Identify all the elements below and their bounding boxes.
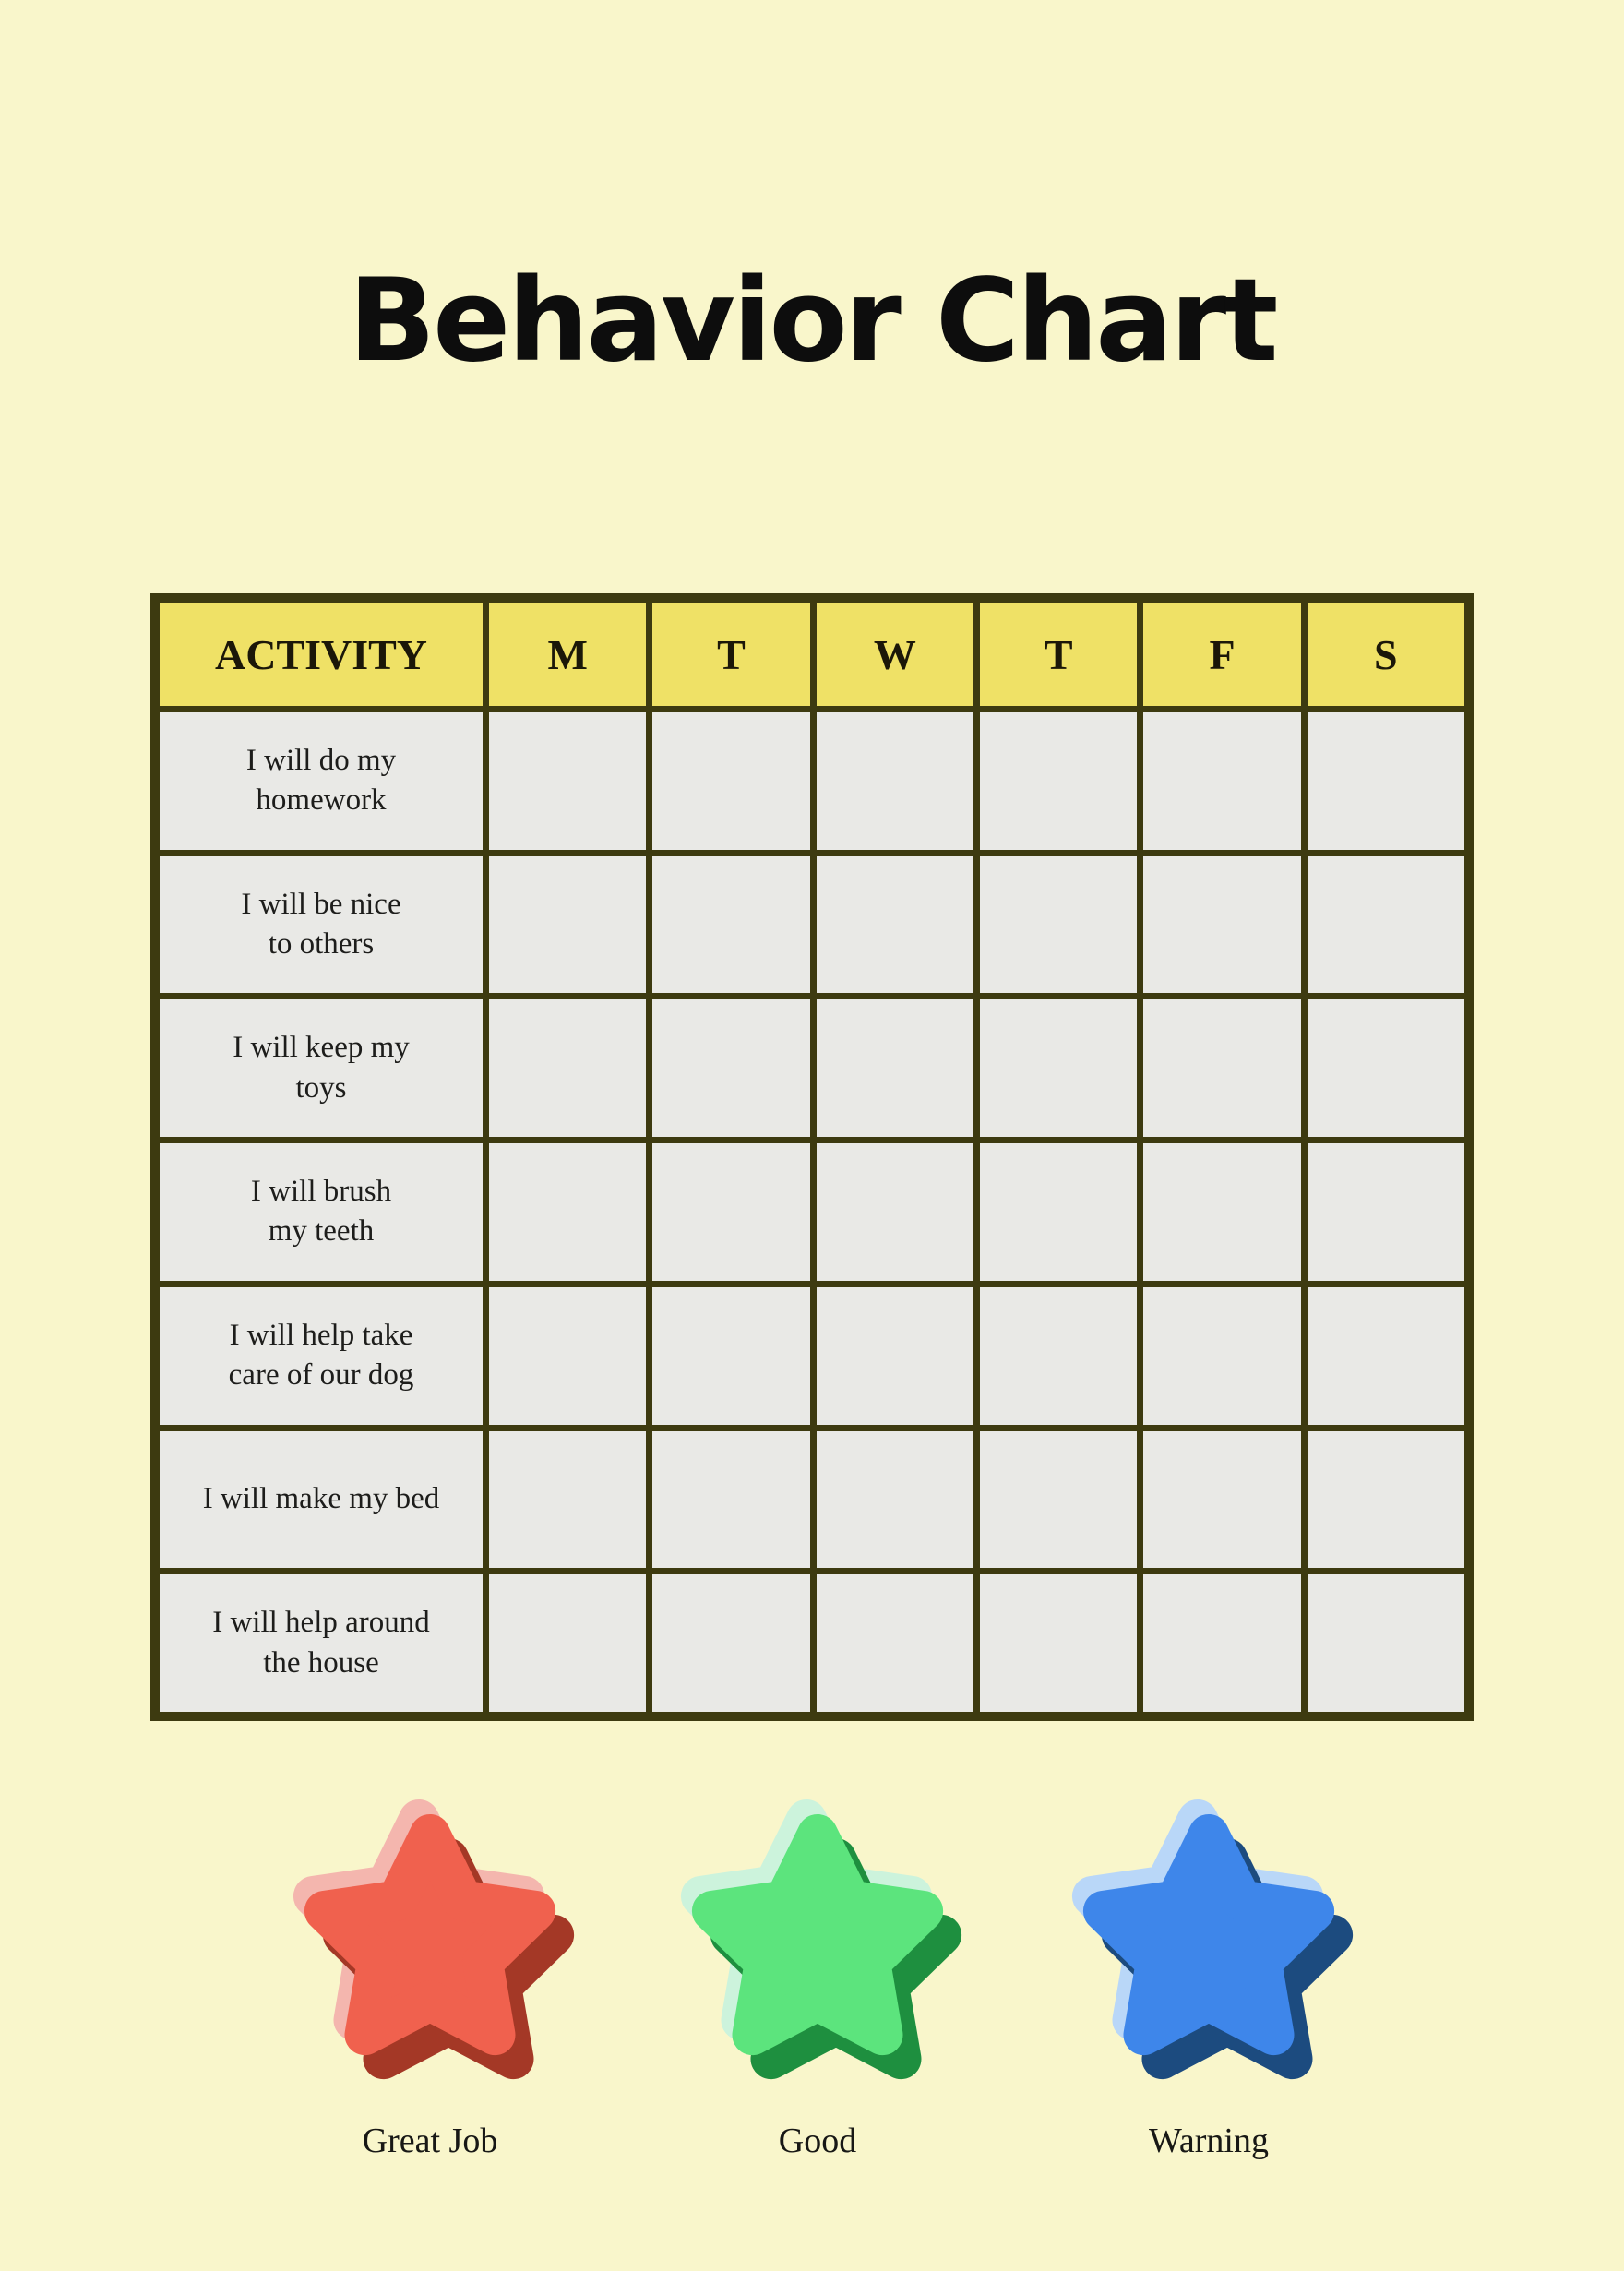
day-cell[interactable] [979, 1574, 1138, 1712]
day-cell[interactable] [979, 1143, 1138, 1281]
star-icon-good [661, 1788, 974, 2102]
header-cell-thursday: T [979, 603, 1138, 706]
header-cell-saturday: S [1307, 603, 1464, 706]
day-cell[interactable] [816, 1286, 973, 1425]
day-cell[interactable] [489, 1286, 647, 1425]
day-cell[interactable] [652, 999, 810, 1138]
activity-cell: I will do my homework [160, 712, 483, 850]
day-cell[interactable] [1307, 1143, 1464, 1281]
day-cell[interactable] [979, 1286, 1138, 1425]
header-cell-friday: F [1143, 603, 1301, 706]
day-cell[interactable] [489, 712, 647, 850]
day-cell[interactable] [489, 1143, 647, 1281]
day-cell[interactable] [1143, 1143, 1301, 1281]
day-cell[interactable] [1143, 712, 1301, 850]
page-title: Behavior Chart [348, 255, 1279, 388]
day-cell[interactable] [1143, 999, 1301, 1138]
day-cell[interactable] [1307, 1574, 1464, 1712]
day-cell[interactable] [1143, 1286, 1301, 1425]
day-cell[interactable] [652, 1430, 810, 1569]
activity-cell: I will help take care of our dog [160, 1286, 483, 1425]
day-cell[interactable] [1143, 1430, 1301, 1569]
header-cell-tuesday: T [652, 603, 810, 706]
day-cell[interactable] [652, 1574, 810, 1712]
day-cell[interactable] [816, 712, 973, 850]
day-cell[interactable] [1143, 1574, 1301, 1712]
star-face [691, 1814, 944, 2056]
legend-label: Great Job [362, 2122, 498, 2160]
day-cell[interactable] [1307, 712, 1464, 850]
header-cell-activity: ACTIVITY [160, 603, 483, 706]
day-cell[interactable] [1307, 1286, 1464, 1425]
legend-label: Good [778, 2122, 857, 2160]
day-cell[interactable] [489, 1430, 647, 1569]
day-cell[interactable] [979, 712, 1138, 850]
day-cell[interactable] [1307, 999, 1464, 1138]
day-cell[interactable] [489, 1574, 647, 1712]
legend-label: Warning [1149, 2122, 1269, 2160]
star-icon-great-job [273, 1788, 587, 2102]
day-cell[interactable] [652, 1143, 810, 1281]
day-cell[interactable] [652, 1286, 810, 1425]
day-cell[interactable] [1143, 855, 1301, 994]
activity-cell: I will brush my teeth [160, 1143, 483, 1281]
star-face [304, 1814, 556, 2056]
day-cell[interactable] [816, 1574, 973, 1712]
day-cell[interactable] [816, 855, 973, 994]
day-cell[interactable] [489, 855, 647, 994]
table-grid: ACTIVITY M T W T F S I will do my homewo… [160, 603, 1464, 1712]
day-cell[interactable] [816, 999, 973, 1138]
day-cell[interactable] [979, 1430, 1138, 1569]
day-cell[interactable] [1307, 1430, 1464, 1569]
star-face [1082, 1814, 1335, 2056]
day-cell[interactable] [489, 999, 647, 1138]
activity-cell: I will help around the house [160, 1574, 483, 1712]
activity-cell: I will keep my toys [160, 999, 483, 1138]
activity-cell: I will be nice to others [160, 855, 483, 994]
day-cell[interactable] [1307, 855, 1464, 994]
day-cell[interactable] [979, 999, 1138, 1138]
day-cell[interactable] [816, 1430, 973, 1569]
star-icon-warning [1052, 1788, 1366, 2102]
day-cell[interactable] [652, 855, 810, 994]
header-cell-wednesday: W [816, 603, 973, 706]
day-cell[interactable] [652, 712, 810, 850]
behavior-table: ACTIVITY M T W T F S I will do my homewo… [150, 593, 1474, 1721]
day-cell[interactable] [979, 855, 1138, 994]
day-cell[interactable] [816, 1143, 973, 1281]
header-cell-monday: M [489, 603, 647, 706]
activity-cell: I will make my bed [160, 1430, 483, 1569]
